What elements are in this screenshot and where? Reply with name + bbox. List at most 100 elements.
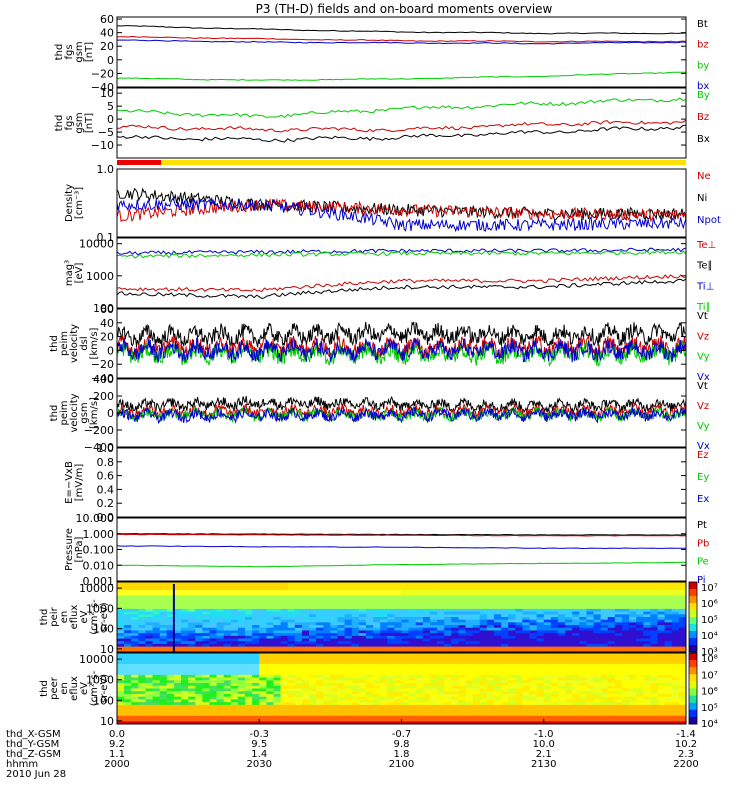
series-line-ni bbox=[116, 187, 687, 222]
spectrogram-cell bbox=[508, 704, 516, 709]
spectrogram-cell bbox=[444, 702, 452, 706]
spectrogram-cell bbox=[465, 696, 474, 700]
legend-vt: Vt bbox=[697, 311, 708, 322]
spectrogram-cell bbox=[671, 691, 680, 695]
spectrogram-cell bbox=[636, 710, 644, 714]
spectrogram-cell bbox=[159, 672, 168, 676]
spectrogram-cell bbox=[152, 608, 161, 613]
spectrogram-cell bbox=[237, 619, 246, 623]
spectrogram-cell bbox=[365, 617, 374, 621]
spectrogram-cell bbox=[117, 638, 125, 642]
spectrogram-cell bbox=[415, 666, 424, 670]
spectrogram-cell bbox=[465, 718, 474, 722]
spectrogram-cell bbox=[209, 614, 217, 618]
spectrogram-cell bbox=[124, 606, 132, 610]
spectrogram-cell bbox=[266, 600, 274, 604]
spectrogram-cell bbox=[209, 713, 217, 717]
spectrogram-cell bbox=[586, 718, 594, 722]
spectrogram-cell bbox=[579, 715, 587, 719]
spectrogram-cell bbox=[316, 641, 324, 645]
spectrogram-cell bbox=[657, 598, 666, 602]
spectrogram-cell bbox=[287, 674, 296, 678]
spectrogram-cell bbox=[444, 595, 452, 599]
spectrogram-cell bbox=[437, 677, 445, 681]
spectrogram-cell bbox=[472, 614, 481, 618]
spectrogram-cell bbox=[188, 598, 196, 602]
spectrogram-cell bbox=[223, 595, 232, 599]
spectrogram-cell bbox=[508, 707, 516, 711]
spectrogram-cell bbox=[373, 691, 381, 695]
spectrogram-cell bbox=[664, 611, 673, 615]
spectrogram-cell bbox=[636, 655, 644, 659]
spectrogram-cell bbox=[664, 655, 673, 659]
spectrogram-cell bbox=[607, 582, 616, 586]
spectrogram-cell bbox=[280, 669, 289, 673]
spectrogram-cell bbox=[145, 683, 153, 687]
spectrogram-cell bbox=[166, 655, 175, 659]
spectrogram-cell bbox=[216, 661, 225, 665]
spectrogram-cell bbox=[245, 710, 253, 714]
spectrogram-cell bbox=[557, 718, 566, 722]
spectrogram-cell bbox=[650, 688, 658, 692]
spectrogram-cell bbox=[188, 702, 196, 706]
spectrogram-cell bbox=[671, 606, 680, 610]
spectrogram-cell bbox=[579, 702, 587, 706]
spectrogram-cell bbox=[550, 688, 559, 692]
spectrogram-cell bbox=[216, 677, 225, 681]
spectrogram-cell bbox=[373, 721, 381, 725]
spectrogram-cell bbox=[401, 721, 410, 725]
spectrogram-cell bbox=[501, 696, 509, 700]
spectrogram-cell bbox=[316, 718, 324, 722]
spectrogram-cell bbox=[266, 614, 274, 618]
spectrogram-cell bbox=[629, 587, 637, 591]
spectrogram-cell bbox=[486, 688, 495, 692]
spectrogram-cell bbox=[309, 672, 317, 676]
colorbar-segment bbox=[689, 709, 697, 718]
spectrogram-cell bbox=[252, 655, 260, 659]
spectrogram-cell bbox=[237, 603, 246, 607]
spectrogram-cell bbox=[131, 641, 139, 645]
spectrogram-cell bbox=[629, 641, 637, 645]
spectrogram-cell bbox=[280, 641, 289, 645]
spectrogram-cell bbox=[664, 600, 673, 604]
spectrogram-cell bbox=[479, 685, 488, 689]
spectrogram-cell bbox=[344, 633, 353, 637]
spectrogram-cell bbox=[337, 600, 345, 604]
spectrogram-cell bbox=[565, 663, 573, 668]
spectrogram-cell bbox=[117, 590, 125, 594]
spectrogram-cell bbox=[636, 661, 644, 665]
spectrogram-cell bbox=[543, 696, 552, 700]
spectrogram-cell bbox=[422, 643, 431, 648]
spectrogram-cell bbox=[365, 688, 374, 692]
spectrogram-cell bbox=[522, 710, 530, 714]
spectrogram-cell bbox=[309, 699, 317, 703]
spectrogram-cell bbox=[422, 630, 431, 634]
spectrogram-cell bbox=[159, 641, 168, 645]
xaxis-tick-value: 1.8 bbox=[394, 749, 410, 760]
spectrogram-cell bbox=[117, 685, 125, 689]
spectrogram-cell bbox=[472, 592, 481, 596]
spectrogram-cell bbox=[401, 715, 410, 719]
spectrogram-cell bbox=[223, 672, 232, 676]
spectrogram-cell bbox=[202, 606, 210, 610]
spectrogram-cell bbox=[422, 617, 431, 621]
spectrogram-cell bbox=[216, 666, 225, 670]
spectrogram-cell bbox=[522, 587, 530, 591]
spectrogram-cell bbox=[572, 699, 580, 703]
spectrogram-cell bbox=[344, 622, 353, 626]
spectrogram-cell bbox=[636, 653, 644, 657]
spectrogram-cell bbox=[309, 638, 317, 642]
spectrogram-cell bbox=[508, 715, 516, 719]
spectrogram-cell bbox=[202, 649, 210, 653]
spectrogram-cell bbox=[152, 619, 161, 623]
spectrogram-cell bbox=[650, 635, 658, 639]
spectrogram-cell bbox=[273, 666, 281, 670]
spectrogram-cell bbox=[230, 635, 239, 639]
spectrogram-cell bbox=[458, 627, 466, 631]
spectrogram-cell bbox=[629, 702, 637, 706]
spectrogram-cell bbox=[458, 674, 466, 678]
spectrogram-cell bbox=[565, 617, 573, 621]
spectrogram-cell bbox=[181, 655, 189, 659]
spectrogram-cell bbox=[579, 685, 587, 689]
spectrogram-cell bbox=[479, 608, 488, 613]
